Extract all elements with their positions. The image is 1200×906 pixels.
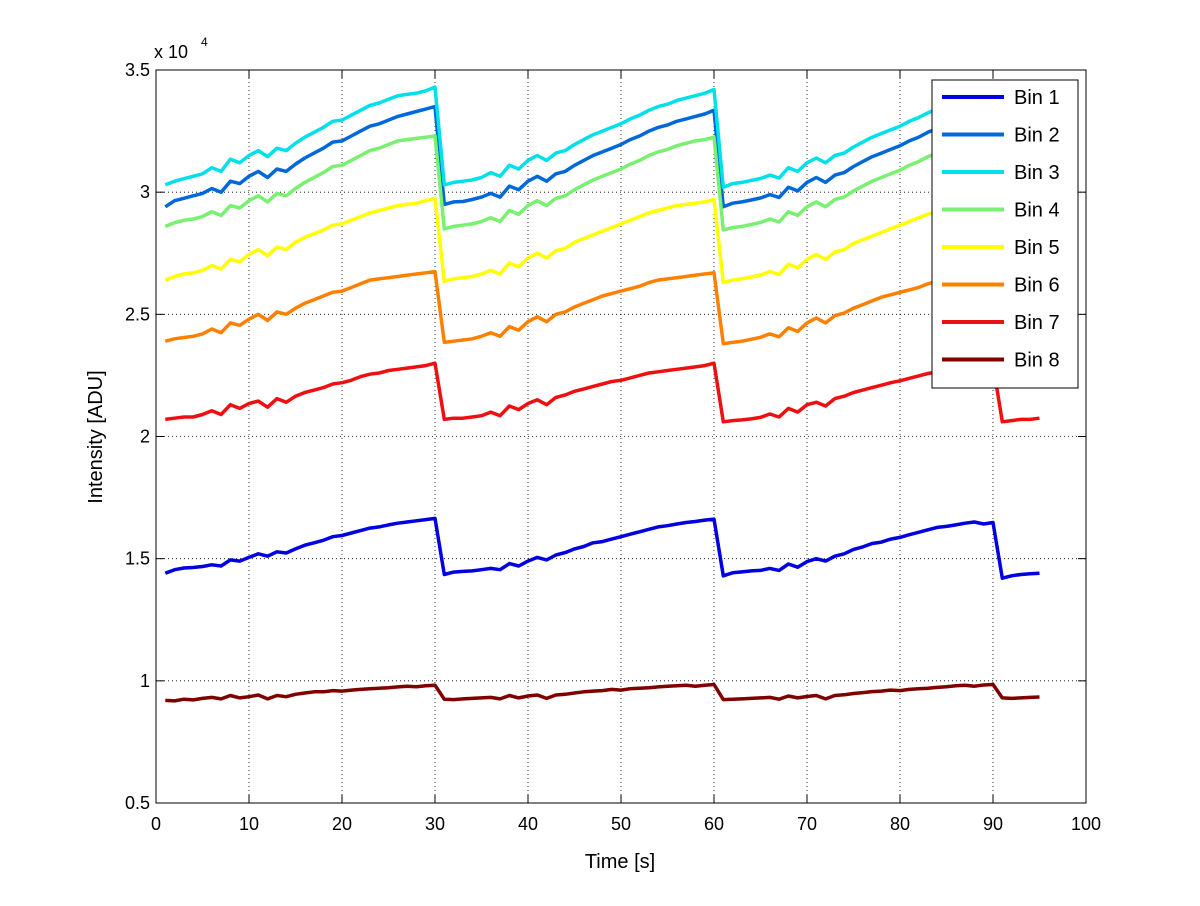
y-tick-label: 0.5	[125, 793, 150, 813]
y-exponent-label: x 10 4	[154, 35, 208, 62]
x-tick-label: 50	[611, 814, 631, 834]
x-tick-label: 90	[983, 814, 1003, 834]
y-exponent-power: 4	[201, 35, 208, 49]
legend-label-bin-8: Bin 8	[1014, 350, 1060, 372]
x-tick-labels: 0 10 20 30 40 50 60 70 80 90 100	[151, 814, 1101, 834]
x-tick-label: 0	[151, 814, 161, 834]
y-tick-label: 1.5	[125, 549, 150, 569]
x-axis-label: Time [s]	[585, 851, 655, 873]
x-tick-label: 30	[425, 814, 445, 834]
x-tick-label: 100	[1071, 814, 1101, 834]
x-tick-label: 70	[797, 814, 817, 834]
series-lines	[164, 85, 1040, 703]
y-tick-label: 3.5	[125, 60, 150, 80]
y-tick-labels: 0.5 1 1.5 2 2.5 3 3.5	[125, 60, 150, 813]
x-tick-label: 60	[704, 814, 724, 834]
y-tick-label: 2	[140, 427, 150, 447]
series-line-bin-7	[165, 361, 1040, 424]
grid-lines	[156, 70, 1086, 803]
y-exponent-prefix: x 10	[154, 42, 188, 62]
series-line-bin-3	[164, 85, 1040, 192]
series-line-bin-2	[164, 104, 1040, 212]
x-tick-label: 20	[332, 814, 352, 834]
tick-marks	[155, 69, 1087, 804]
legend-label-bin-4: Bin 4	[1014, 200, 1060, 222]
y-tick-label: 2.5	[125, 304, 150, 324]
legend: Bin 1 Bin 2 Bin 3 Bin 4 Bin 5 Bin 6 Bin 7 Bin 8	[931, 79, 1079, 389]
x-tick-label: 10	[239, 814, 259, 834]
x-tick-label: 80	[890, 814, 910, 834]
x-tick-label: 40	[518, 814, 538, 834]
legend-box	[931, 79, 1079, 389]
y-tick-label: 3	[140, 182, 150, 202]
series-line-bin-5	[164, 196, 1040, 287]
legend-label-bin-3: Bin 3	[1014, 162, 1060, 184]
legend-label-bin-1: Bin 1	[1014, 87, 1060, 109]
legend-label-bin-5: Bin 5	[1014, 237, 1060, 259]
series-line-bin-8	[165, 682, 1040, 703]
series-line-bin-1	[164, 516, 1040, 580]
legend-label-bin-6: Bin 6	[1014, 275, 1060, 297]
series-line-bin-6	[164, 269, 1040, 348]
legend-label-bin-2: Bin 2	[1014, 125, 1060, 147]
y-tick-label: 1	[140, 671, 150, 691]
y-axis-label: Intensity [ADU]	[85, 370, 107, 503]
legend-label-bin-7: Bin 7	[1014, 312, 1060, 334]
series-line-bin-4	[164, 134, 1040, 234]
